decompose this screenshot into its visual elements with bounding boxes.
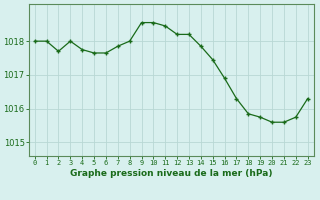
X-axis label: Graphe pression niveau de la mer (hPa): Graphe pression niveau de la mer (hPa): [70, 169, 272, 178]
